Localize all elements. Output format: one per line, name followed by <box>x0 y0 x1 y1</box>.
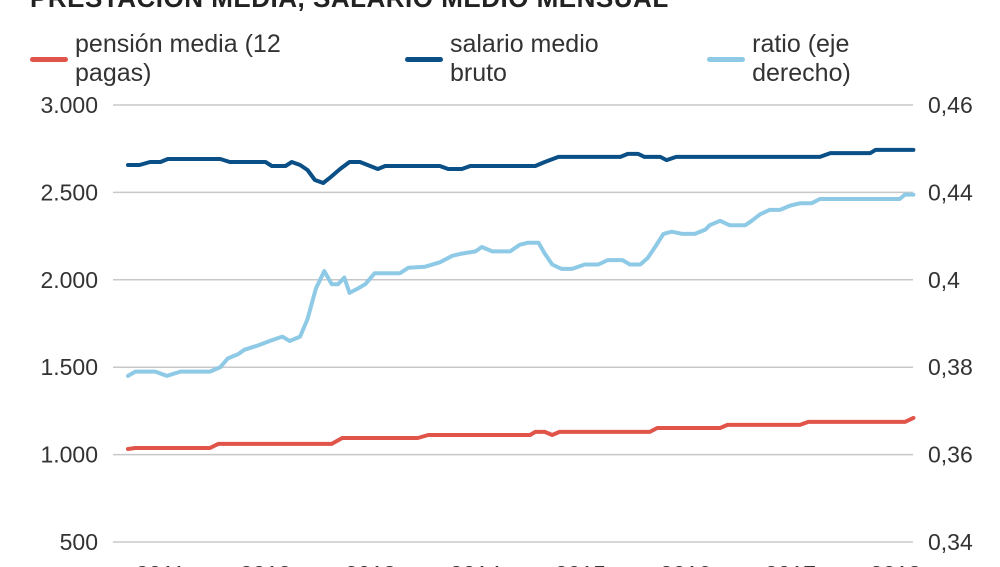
legend-swatch-pension <box>30 56 69 62</box>
legend-swatch-ratio <box>707 56 746 62</box>
legend-label-ratio: ratio (eje derecho) <box>752 30 851 87</box>
legend-item-ratio: ratio (eje derecho) <box>707 30 945 88</box>
left-tick-label: 1.000 <box>40 442 98 468</box>
right-tick-label: 0,4 <box>928 267 960 293</box>
series-line-ratio <box>126 192 916 378</box>
x-tick-label: 2012 <box>240 561 291 567</box>
left-tick-label: 3.000 <box>40 92 98 118</box>
right-tick-label: 0,44 <box>928 179 973 205</box>
legend-label-pension: pensión media (12 pagas) <box>75 30 281 87</box>
legend: pensión media (12 pagas) salario medio b… <box>30 30 1000 88</box>
legend-label-salario: salario medio bruto <box>449 30 599 87</box>
left-tick-label: 500 <box>60 529 98 555</box>
right-tick-label: 0,38 <box>928 354 973 380</box>
x-tick-label: 2011 <box>136 561 185 567</box>
series-line-salario <box>126 147 916 185</box>
legend-swatch-salario <box>404 56 443 62</box>
left-tick-label: 2.000 <box>40 267 98 293</box>
x-tick-label: 2014 <box>450 561 501 567</box>
right-tick-label: 0,46 <box>928 92 973 118</box>
legend-item-salario: salario medio bruto <box>404 30 652 88</box>
x-tick-label: 2017 <box>765 561 816 567</box>
legend-item-pension: pensión media (12 pagas) <box>30 30 350 88</box>
x-tick-label: 2015 <box>555 561 606 567</box>
left-tick-label: 1.500 <box>40 354 98 380</box>
x-tick-label: 2016 <box>660 561 711 567</box>
right-tick-label: 0,36 <box>928 442 973 468</box>
series-line-pension <box>126 415 916 451</box>
left-tick-label: 2.500 <box>40 179 98 205</box>
chart-title: PRESTACIÓN MEDIA, SALARIO MEDIO MENSUAL <box>30 0 669 14</box>
right-tick-label: 0,34 <box>928 529 973 555</box>
x-tick-label: 2018 <box>870 561 921 567</box>
x-tick-label: 2013 <box>345 561 396 567</box>
